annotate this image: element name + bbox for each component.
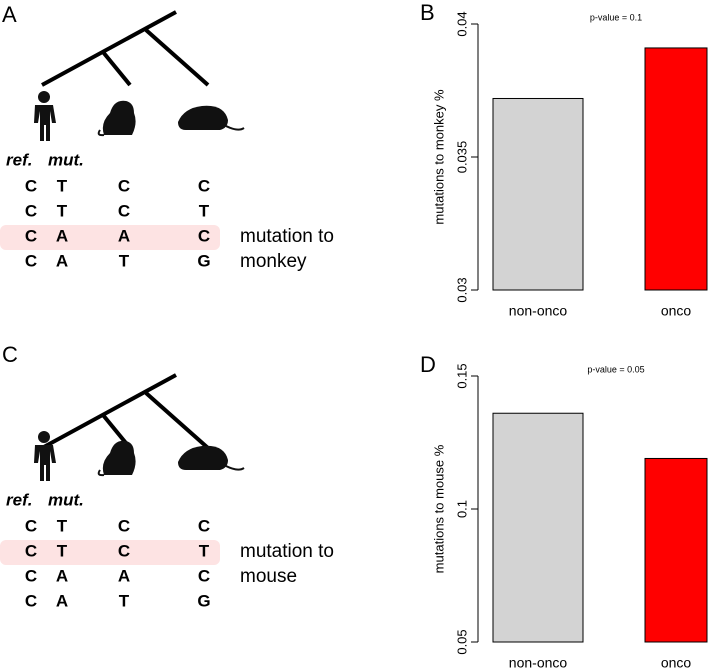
panel-label: C (2, 342, 18, 367)
nucleotide: A (56, 251, 68, 270)
nucleotide: T (119, 591, 130, 610)
nucleotide: G (197, 591, 210, 610)
nucleotide: C (118, 176, 130, 195)
bar (492, 412, 584, 643)
x-tick-label: non-onco (509, 303, 568, 319)
y-tick-label: 0.15 (454, 363, 469, 388)
nucleotide: C (118, 541, 130, 560)
y-tick-label: 0.1 (454, 500, 469, 518)
nucleotide: A (56, 591, 68, 610)
nucleotide: T (199, 541, 210, 560)
nucleotide: C (25, 541, 37, 560)
p-value: p-value = 0.05 (587, 364, 644, 374)
x-tick-label: onco (661, 655, 692, 670)
column-header: ref. (6, 490, 32, 509)
x-tick-label: onco (661, 303, 692, 319)
nucleotide: C (25, 251, 37, 270)
highlight-label: mutation to (240, 226, 334, 247)
nucleotide: C (118, 516, 130, 535)
nucleotide: T (57, 516, 68, 535)
nucleotide: C (25, 176, 37, 195)
nucleotide: C (25, 566, 37, 585)
highlight-band (0, 540, 220, 565)
nucleotide: C (118, 201, 130, 220)
y-tick-label: 0.04 (454, 11, 469, 36)
highlight-band (0, 225, 220, 250)
p-value: p-value = 0.1 (590, 12, 642, 22)
column-header: ref. (6, 150, 32, 169)
nucleotide: A (56, 566, 68, 585)
bar (644, 457, 708, 643)
nucleotide: C (198, 516, 210, 535)
highlight-label: monkey (240, 251, 307, 272)
nucleotide: T (57, 176, 68, 195)
species-icons (33, 430, 245, 482)
nucleotide: T (119, 251, 130, 270)
nucleotide: A (56, 226, 68, 245)
bar (644, 47, 708, 291)
column-header: mut. (48, 150, 84, 169)
column-header: mut. (48, 490, 84, 509)
species-icons (34, 91, 245, 141)
y-tick-label: 0.035 (454, 141, 469, 174)
nucleotide: C (25, 226, 37, 245)
nucleotide: T (57, 541, 68, 560)
nucleotide: C (198, 226, 210, 245)
highlight-label: mutation to (240, 541, 334, 562)
x-tick-label: non-onco (509, 655, 568, 670)
nucleotide: C (198, 176, 210, 195)
nucleotide: C (198, 566, 210, 585)
nucleotide: C (25, 591, 37, 610)
nucleotide: A (118, 226, 130, 245)
nucleotide: C (25, 516, 37, 535)
tree-c (41, 373, 210, 450)
y-axis-label: mutations to mouse % (431, 444, 446, 573)
panel-label: D (420, 352, 436, 377)
nucleotide: C (25, 201, 37, 220)
nucleotide: G (197, 251, 210, 270)
y-tick-label: 0.05 (454, 629, 469, 654)
nucleotide: A (118, 566, 130, 585)
highlight-label: mouse (240, 566, 297, 587)
tree-a (41, 10, 210, 87)
y-axis-label: mutations to monkey % (431, 89, 446, 225)
panel-label: B (420, 0, 435, 25)
y-tick-label: 0.03 (454, 277, 469, 302)
bar (492, 97, 584, 291)
nucleotide: T (57, 201, 68, 220)
panel-label: A (2, 2, 17, 27)
nucleotide: T (199, 201, 210, 220)
